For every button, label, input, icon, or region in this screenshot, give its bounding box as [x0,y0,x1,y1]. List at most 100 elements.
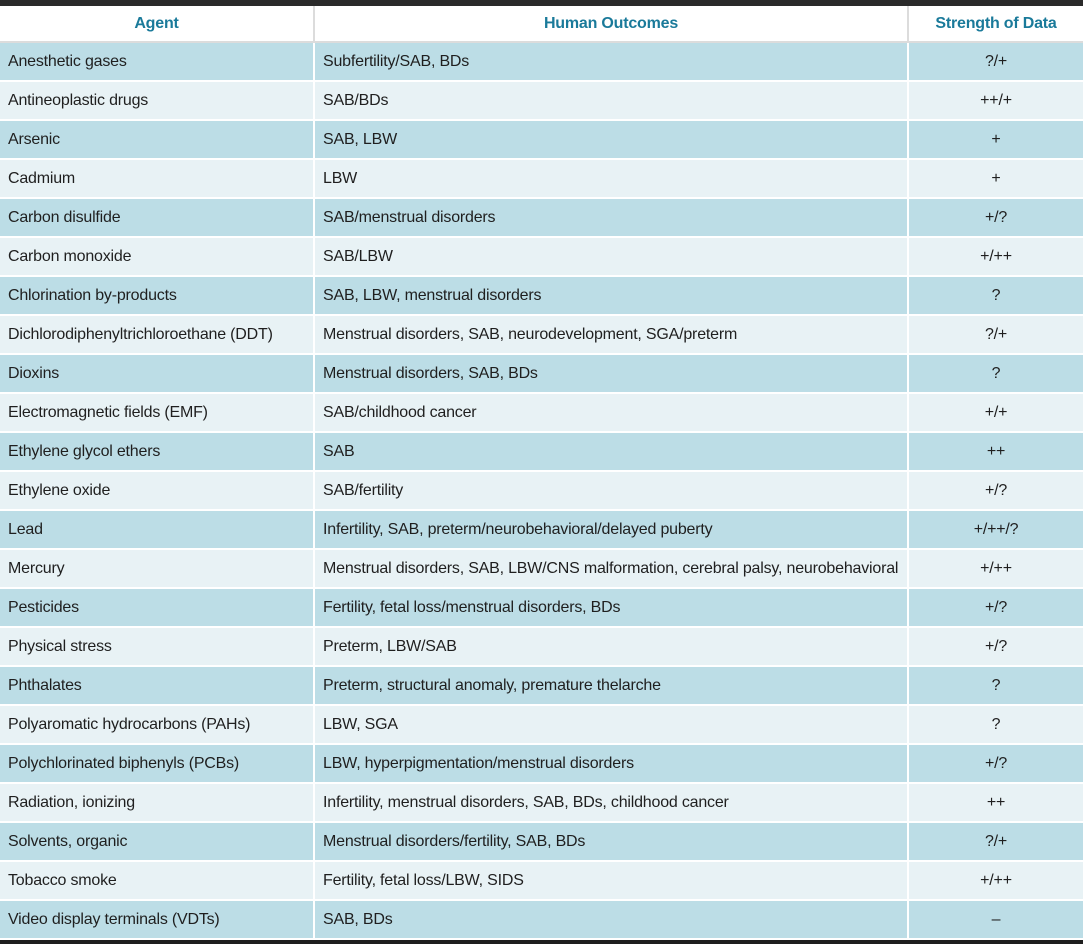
agents-outcomes-table: Agent Human Outcomes Strength of Data An… [0,6,1083,940]
table-row: Mercury Menstrual disorders, SAB, LBW/CNS… [0,550,1083,589]
outcomes-cell: Fertility, fetal loss/menstrual disorder… [315,589,909,628]
agent-cell: Ethylene oxide [0,472,315,511]
strength-cell: +/++ [909,550,1083,589]
strength-cell: ?/+ [909,43,1083,82]
table-row: Arsenic SAB, LBW + [0,121,1083,160]
agent-cell: Electromagnetic fields (EMF) [0,394,315,433]
strength-cell: +/++ [909,238,1083,277]
strength-cell: ?/+ [909,316,1083,355]
strength-cell: ++/+ [909,82,1083,121]
table-row: Dichlorodiphenyltrichloroethane (DDT) Men… [0,316,1083,355]
table-row: Polychlorinated biphenyls (PCBs) LBW, hyp… [0,745,1083,784]
top-border [0,0,1083,6]
agent-cell: Dichlorodiphenyltrichloroethane (DDT) [0,316,315,355]
agent-cell: Pesticides [0,589,315,628]
table-row: Chlorination by-products SAB, LBW, menstr… [0,277,1083,316]
outcomes-cell: SAB/menstrual disorders [315,199,909,238]
outcomes-cell: Subfertility/SAB, BDs [315,43,909,82]
table-row: Carbon disulfide SAB/menstrual disorders +… [0,199,1083,238]
table-row: Electromagnetic fields (EMF) SAB/childhoo… [0,394,1083,433]
agent-cell: Polychlorinated biphenyls (PCBs) [0,745,315,784]
outcomes-cell: Menstrual disorders, SAB, neurodevelopme… [315,316,909,355]
outcomes-cell: Menstrual disorders, SAB, BDs [315,355,909,394]
outcomes-cell: Infertility, SAB, preterm/neurobehaviora… [315,511,909,550]
agent-cell: Polyaromatic hydrocarbons (PAHs) [0,706,315,745]
table-row: Phthalates Preterm, structural anomaly, p… [0,667,1083,706]
agent-cell: Carbon monoxide [0,238,315,277]
table-row: Anesthetic gases Subfertility/SAB, BDs ?/+ [0,43,1083,82]
agent-cell: Physical stress [0,628,315,667]
agent-cell: Radiation, ionizing [0,784,315,823]
table-row: Cadmium LBW + [0,160,1083,199]
agent-cell: Antineoplastic drugs [0,82,315,121]
strength-cell: ? [909,277,1083,316]
header-human-outcomes: Human Outcomes [315,6,909,43]
table-row: Lead Infertility, SAB, preterm/neurobehav… [0,511,1083,550]
table-row: Ethylene oxide SAB/fertility +/? [0,472,1083,511]
outcomes-cell: Infertility, menstrual disorders, SAB, B… [315,784,909,823]
outcomes-cell: SAB/BDs [315,82,909,121]
agent-cell: Mercury [0,550,315,589]
outcomes-cell: LBW, hyperpigmentation/menstrual disorde… [315,745,909,784]
outcomes-cell: SAB/LBW [315,238,909,277]
agent-cell: Solvents, organic [0,823,315,862]
strength-cell: + [909,160,1083,199]
outcomes-cell: SAB, LBW, menstrual disorders [315,277,909,316]
outcomes-cell: Fertility, fetal loss/LBW, SIDS [315,862,909,901]
header-row: Agent Human Outcomes Strength of Data [0,6,1083,43]
header-agent: Agent [0,6,315,43]
outcomes-cell: SAB/childhood cancer [315,394,909,433]
strength-cell: ++ [909,784,1083,823]
strength-cell: + [909,121,1083,160]
outcomes-cell: SAB, LBW [315,121,909,160]
strength-cell: ? [909,355,1083,394]
header-strength-of-data: Strength of Data [909,6,1083,43]
outcomes-cell: Preterm, structural anomaly, premature t… [315,667,909,706]
table-row: Tobacco smoke Fertility, fetal loss/LBW, … [0,862,1083,901]
strength-cell: +/++ [909,862,1083,901]
agent-cell: Phthalates [0,667,315,706]
strength-cell: ? [909,667,1083,706]
strength-cell: +/? [909,199,1083,238]
strength-cell: +/? [909,628,1083,667]
outcomes-cell: LBW [315,160,909,199]
agent-cell: Video display terminals (VDTs) [0,901,315,940]
outcomes-cell: SAB/fertility [315,472,909,511]
outcomes-cell: Menstrual disorders/fertility, SAB, BDs [315,823,909,862]
table-row: Dioxins Menstrual disorders, SAB, BDs? [0,355,1083,394]
strength-cell: – [909,901,1083,940]
agent-cell: Carbon disulfide [0,199,315,238]
strength-cell: +/? [909,589,1083,628]
table-row: Physical stress Preterm, LBW/SAB +/? [0,628,1083,667]
bottom-border [0,940,1083,944]
agent-cell: Chlorination by-products [0,277,315,316]
agent-cell: Ethylene glycol ethers [0,433,315,472]
outcomes-cell: SAB [315,433,909,472]
table-row: Ethylene glycol ethers SAB ++ [0,433,1083,472]
outcomes-cell: Preterm, LBW/SAB [315,628,909,667]
strength-cell: ? [909,706,1083,745]
strength-cell: +/? [909,472,1083,511]
strength-cell: ++ [909,433,1083,472]
agent-cell: Tobacco smoke [0,862,315,901]
table-row: Pesticides Fertility, fetal loss/menstrua… [0,589,1083,628]
agent-cell: Dioxins [0,355,315,394]
agent-cell: Anesthetic gases [0,43,315,82]
outcomes-cell: Menstrual disorders, SAB, LBW/CNS malfor… [315,550,909,589]
agent-cell: Cadmium [0,160,315,199]
agent-cell: Arsenic [0,121,315,160]
strength-cell: ?/+ [909,823,1083,862]
strength-cell: +/++/? [909,511,1083,550]
table-row: Radiation, ionizing Infertility, menstrua… [0,784,1083,823]
table-row: Polyaromatic hydrocarbons (PAHs) LBW, SGA… [0,706,1083,745]
table-row: Solvents, organic Menstrual disorders/fer… [0,823,1083,862]
table-row: Antineoplastic drugs SAB/BDs ++/+ [0,82,1083,121]
agent-cell: Lead [0,511,315,550]
strength-cell: +/? [909,745,1083,784]
table-body: Anesthetic gases Subfertility/SAB, BDs ?/+… [0,43,1083,940]
outcomes-cell: LBW, SGA [315,706,909,745]
strength-cell: +/+ [909,394,1083,433]
table-row: Carbon monoxide SAB/LBW +/++ [0,238,1083,277]
table-row: Video display terminals (VDTs) SAB, BDs – [0,901,1083,940]
